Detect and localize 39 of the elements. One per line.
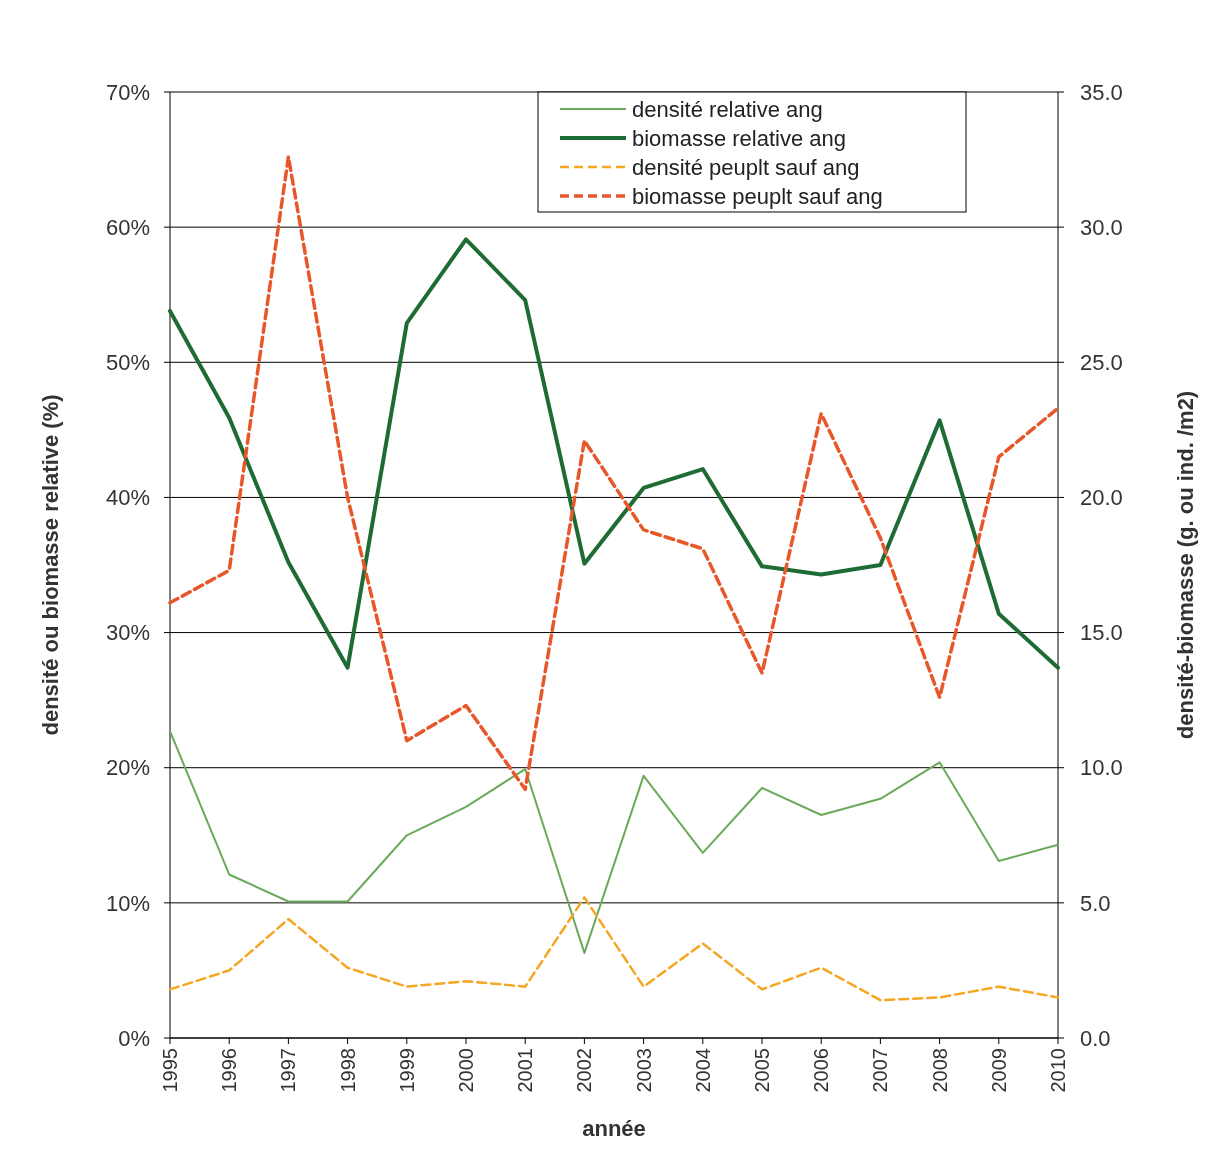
y-tick-label: 10%	[105, 890, 150, 916]
y2-tick-label: 5.0	[1080, 890, 1111, 916]
y2-tick-label: 15.0	[1080, 620, 1123, 646]
y-tick-label: 60%	[105, 214, 150, 240]
x-tick-label: 2010	[1047, 1048, 1069, 1093]
legend-label: densité peuplt sauf ang	[632, 154, 860, 180]
y2-tick-label: 30.0	[1080, 214, 1123, 240]
y2-tick-label: 0.0	[1080, 1025, 1111, 1051]
x-tick-label: 2004	[691, 1048, 714, 1093]
y2-axis-title: densité-biomasse (g. ou ind. /m2)	[1173, 390, 1198, 740]
x-tick-label: 2002	[573, 1048, 596, 1093]
y2-tick-label: 25.0	[1080, 349, 1123, 375]
y-tick-label: 70%	[105, 79, 150, 105]
x-tick-label: 2009	[987, 1048, 1010, 1093]
y-tick-label: 30%	[105, 620, 150, 646]
x-tick-label: 2005	[751, 1048, 773, 1093]
x-tick-label: 2007	[869, 1048, 892, 1093]
x-tick-label: 1997	[277, 1048, 300, 1093]
x-tick-label: 1998	[336, 1048, 359, 1093]
x-tick-label: 2003	[632, 1048, 655, 1093]
x-tick-label: 2000	[455, 1048, 477, 1093]
y-tick-label: 20%	[105, 755, 150, 781]
y-tick-label: 0%	[118, 1025, 150, 1051]
x-tick-label: 2001	[514, 1048, 537, 1093]
y-tick-label: 50%	[105, 349, 150, 375]
x-tick-label: 2006	[810, 1048, 833, 1093]
y2-tick-label: 35.0	[1080, 79, 1123, 105]
y2-tick-label: 10.0	[1080, 755, 1123, 781]
x-tick-label: 2008	[928, 1048, 951, 1093]
x-tick-label: 1995	[159, 1048, 181, 1093]
x-tick-label: 1999	[395, 1048, 418, 1093]
y2-tick-label: 20.0	[1080, 485, 1123, 511]
y-axis-title: densité ou biomasse relative (%)	[38, 394, 63, 736]
legend-label: biomasse relative ang	[632, 125, 847, 151]
legend-label: biomasse peuplt sauf ang	[632, 183, 883, 209]
legend-label: densité relative ang	[632, 96, 823, 122]
x-axis-title: année	[582, 1116, 646, 1141]
y-tick-label: 40%	[105, 485, 150, 511]
x-tick-label: 1996	[218, 1048, 241, 1093]
